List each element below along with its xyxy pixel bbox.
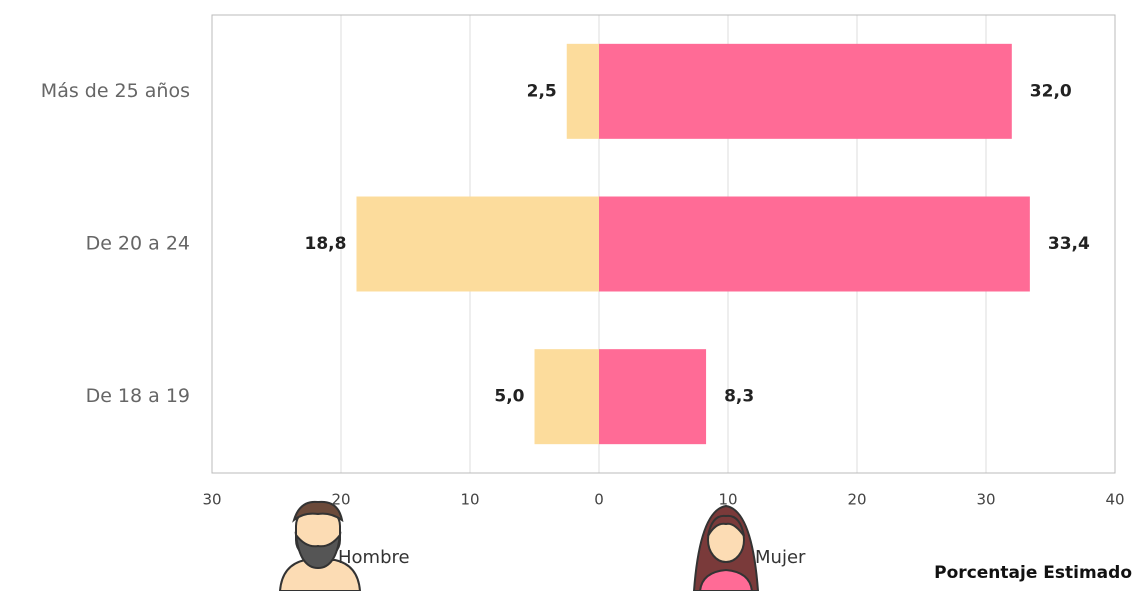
x-tick-label: 10 <box>460 491 479 509</box>
bar <box>356 197 599 292</box>
legend-label: Mujer <box>755 547 806 568</box>
data-label: 2,5 <box>527 81 557 101</box>
x-tick-label: 30 <box>976 491 995 509</box>
x-tick-label: 20 <box>331 491 350 509</box>
bar <box>599 197 1030 292</box>
legend-label: Hombre <box>338 547 410 568</box>
y-tick-label: Más de 25 años <box>41 80 190 102</box>
bar <box>599 44 1012 139</box>
y-tick-label: De 20 a 24 <box>86 233 190 255</box>
x-tick-label: 40 <box>1105 491 1124 509</box>
bar <box>567 44 599 139</box>
data-label: 8,3 <box>724 387 754 407</box>
x-tick-label: 30 <box>202 491 221 509</box>
mujer-icon <box>694 506 758 591</box>
data-label: 32,0 <box>1030 81 1072 101</box>
chart: Hombre Mujer Porcentaje Estimado 30 20 10 0… <box>0 0 1136 591</box>
y-tick-label: De 18 a 19 <box>86 385 190 407</box>
x-tick-label: 0 <box>594 491 604 509</box>
bar <box>535 349 600 444</box>
x-axis-label: Porcentaje Estimado <box>934 563 1132 583</box>
data-label: 33,4 <box>1048 234 1090 254</box>
data-label: 5,0 <box>494 387 524 407</box>
x-tick-label: 20 <box>847 491 866 509</box>
bar <box>599 349 706 444</box>
data-label: 18,8 <box>305 234 347 254</box>
x-tick-label: 10 <box>718 491 737 509</box>
